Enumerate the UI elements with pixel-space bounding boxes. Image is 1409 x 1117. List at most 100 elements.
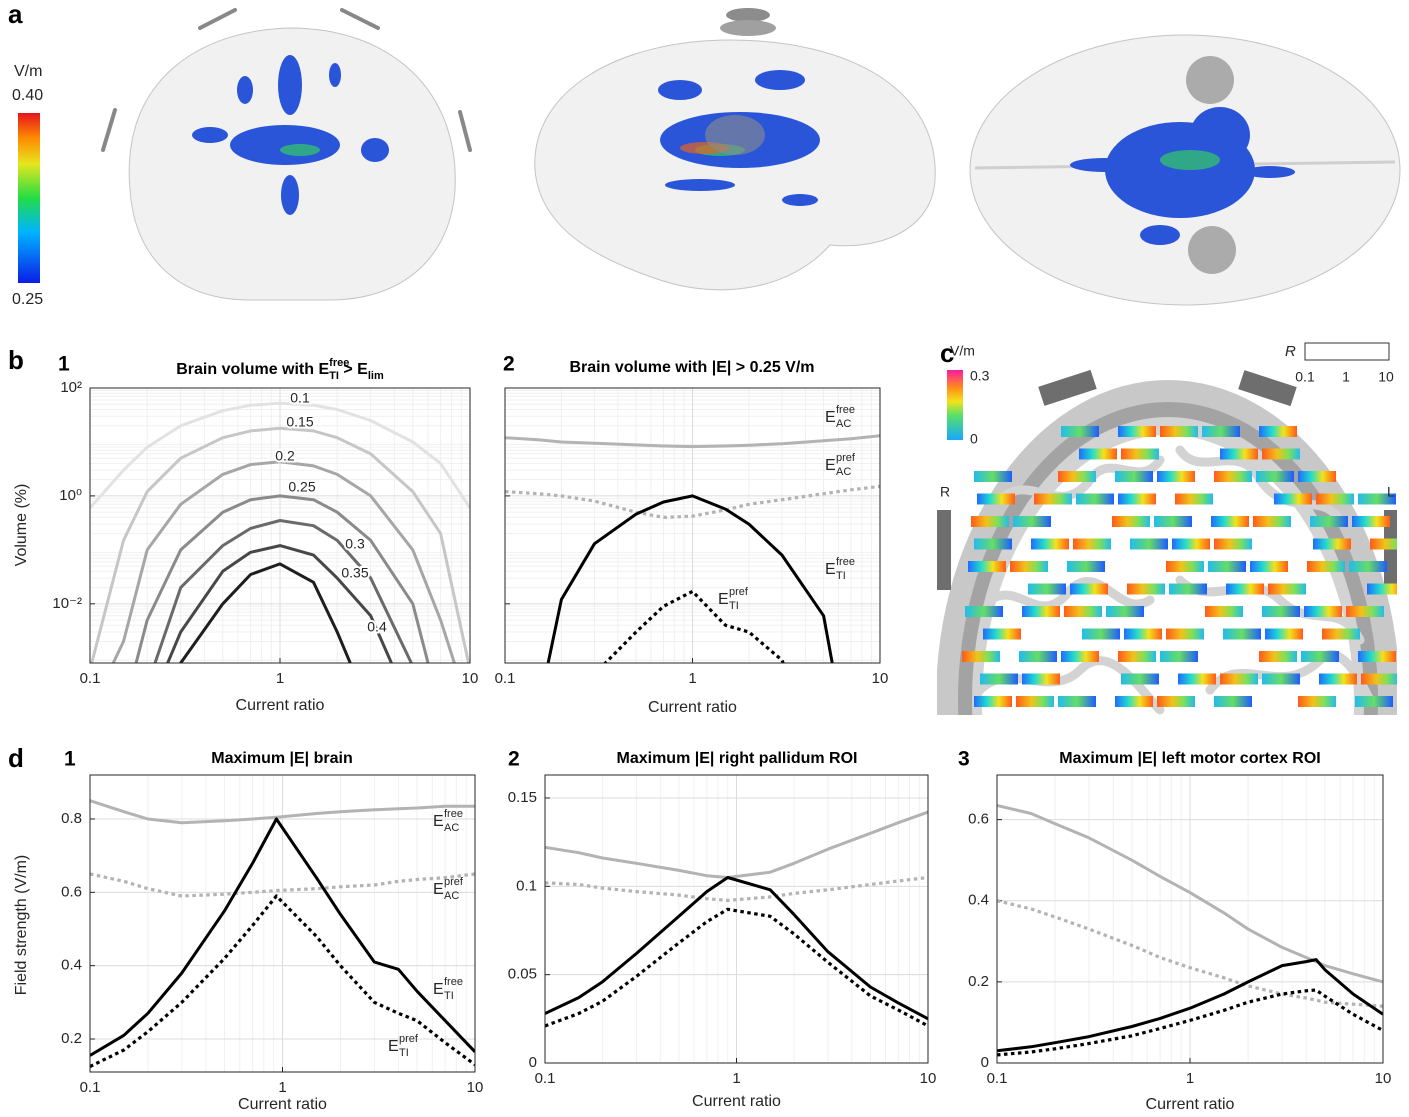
field-vector — [1226, 583, 1264, 595]
field-vector — [1346, 606, 1384, 617]
field-vector — [1013, 516, 1051, 527]
y-axis-label: Volume (%) — [13, 484, 30, 567]
field-vector — [1121, 673, 1159, 685]
field-vector — [1220, 448, 1258, 460]
field-vector — [1304, 606, 1342, 617]
y-tick-label: 0.4 — [61, 957, 82, 974]
side-label: L — [1387, 484, 1395, 500]
field-vector — [1130, 538, 1168, 550]
series-label: E — [825, 457, 836, 474]
field-vector — [1154, 516, 1192, 527]
field-vector — [1166, 628, 1204, 640]
series-label-sub: AC — [836, 466, 851, 478]
field-vector — [1124, 628, 1162, 640]
panel-number: 2 — [503, 353, 515, 376]
y-tick-label: 10⁻² — [52, 595, 82, 612]
field-vector — [1349, 561, 1387, 572]
series-line — [134, 494, 430, 663]
y-tick-label: 0.05 — [508, 966, 537, 983]
field-vector — [1322, 628, 1360, 640]
field-vector — [1070, 583, 1108, 595]
field-vector — [1358, 651, 1396, 662]
series-label: E — [825, 409, 836, 426]
field-vector — [1211, 516, 1249, 527]
series-line — [153, 519, 413, 663]
series-label: 0.3 — [345, 536, 365, 552]
panel-label: c — [940, 338, 954, 368]
field-vector — [1202, 426, 1240, 437]
panel-label: a — [8, 0, 23, 29]
field-vector — [1208, 561, 1246, 572]
colorbar-max: 0.40 — [12, 87, 43, 104]
axes-frame — [89, 387, 471, 664]
title-part: TI — [329, 370, 339, 382]
field-vector — [1031, 538, 1069, 550]
field-vector — [971, 516, 1009, 527]
field-vector — [1298, 696, 1336, 707]
field-vector — [1367, 583, 1397, 595]
series-label-sup: free — [836, 404, 855, 416]
field-vector — [1361, 673, 1397, 685]
y-tick-label: 0.8 — [61, 810, 82, 827]
series-label-sup: pref — [729, 586, 749, 598]
series-label-sub: AC — [444, 822, 459, 834]
field-vector — [1172, 538, 1210, 550]
y-tick-label: 10⁰ — [59, 487, 82, 504]
x-tick-label: 0.1 — [495, 670, 516, 687]
series-line — [90, 401, 470, 509]
series-line — [90, 817, 475, 1057]
field-vector — [1028, 583, 1066, 595]
series-line — [90, 426, 470, 663]
field-vector — [1115, 471, 1153, 482]
field-vector — [1016, 696, 1054, 707]
title-part: > E — [339, 361, 368, 378]
series-line — [505, 484, 880, 519]
y-tick-label: 0.6 — [61, 883, 82, 900]
field-vector — [1214, 538, 1252, 550]
field-vector — [1160, 426, 1198, 437]
scale-tick: 1 — [1342, 369, 1350, 385]
field-vector — [1220, 673, 1258, 685]
field-vector — [1118, 651, 1156, 662]
field-vector — [1169, 583, 1207, 595]
head-section — [937, 369, 1397, 715]
field-vector — [977, 493, 1015, 505]
field-vector — [974, 471, 1012, 482]
chart-title: Brain volume with |E| > 0.25 V/m — [569, 359, 814, 376]
series-label: 0.35 — [341, 565, 368, 581]
field-vector — [1259, 651, 1297, 662]
y-tick-label: 0 — [981, 1054, 989, 1071]
field-vector — [1370, 538, 1397, 550]
field-vector — [968, 561, 1006, 572]
y-tick-label: 0.2 — [61, 1030, 82, 1047]
colorbar-min: 0 — [970, 431, 978, 447]
field-vector — [1121, 448, 1159, 460]
series-line — [90, 872, 475, 898]
series-label: 0.15 — [286, 414, 313, 430]
x-tick-label: 10 — [467, 1079, 484, 1096]
series-label: 0.2 — [275, 448, 295, 464]
field-vector — [1010, 561, 1048, 572]
field-vector — [1259, 426, 1297, 437]
panel-number: 1 — [58, 353, 70, 376]
series-line — [90, 799, 475, 825]
field-vector — [1112, 516, 1150, 527]
title-part: free — [329, 357, 349, 369]
panel-label: d — [8, 743, 24, 773]
field-vector — [1076, 493, 1114, 505]
scale-tick: 10 — [1378, 369, 1394, 385]
series-label-sup: pref — [399, 1033, 419, 1045]
field-vector — [1214, 471, 1252, 482]
field-vector — [1298, 471, 1336, 482]
colorbar-unit: V/m — [950, 343, 975, 359]
field-vector — [962, 651, 1000, 662]
axes-frame — [89, 774, 476, 1073]
field-vector — [1019, 651, 1057, 662]
field-vector — [1253, 516, 1291, 527]
x-tick-label: 10 — [920, 1070, 937, 1087]
field-vector — [974, 538, 1012, 550]
series-line — [997, 899, 1383, 1008]
field-vector — [1262, 673, 1300, 685]
x-tick-label: 1 — [732, 1070, 740, 1087]
series-line — [505, 434, 880, 449]
